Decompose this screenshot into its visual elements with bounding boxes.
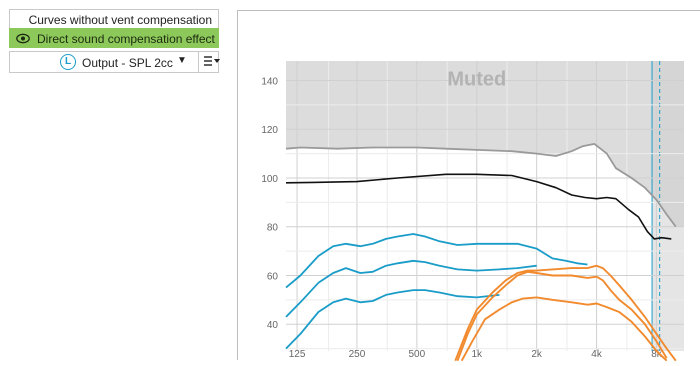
direct-sound-label: Direct sound compensation effect — [37, 32, 215, 46]
x-tick-label: 1k — [471, 349, 483, 360]
curves-without-vent-label: Curves without vent compensation — [28, 13, 212, 27]
options-panel: Curves without vent compensation Direct … — [9, 9, 221, 73]
y-tick-label: 120 — [261, 125, 278, 136]
chevron-down-icon[interactable]: ▼ — [177, 55, 187, 66]
x-tick-label: 500 — [409, 349, 426, 360]
x-tick-label: 2k — [531, 349, 543, 360]
x-tick-label: 125 — [289, 349, 306, 360]
series-black — [285, 173, 672, 240]
eye-icon[interactable] — [16, 33, 30, 44]
divider — [198, 52, 199, 72]
direct-sound-option[interactable]: Direct sound compensation effect — [9, 28, 219, 48]
y-tick-label: 80 — [267, 223, 279, 234]
series-orange_3 — [460, 296, 668, 362]
x-tick-label: 250 — [349, 349, 366, 360]
series-orange_2 — [456, 270, 668, 362]
y-tick-label: 40 — [267, 320, 279, 331]
high-band-shade — [652, 61, 684, 351]
y-tick-label: 60 — [267, 271, 279, 282]
muted-label: Muted — [447, 68, 506, 90]
output-selector[interactable]: L Output - SPL 2cc ▼ — [9, 51, 221, 73]
series-blue_mid — [285, 259, 537, 318]
series-orange_1 — [454, 264, 677, 362]
curves-without-vent-option[interactable]: Curves without vent compensation — [9, 9, 219, 29]
x-tick-label: 8k — [651, 349, 663, 360]
output-label: Output - SPL 2cc — [82, 56, 173, 70]
series-blue_high — [285, 233, 588, 289]
menu-lines-icon[interactable] — [203, 54, 221, 68]
series-blue_low — [285, 289, 500, 350]
y-tick-label: 100 — [261, 174, 278, 185]
x-tick-label: 4k — [591, 349, 603, 360]
y-tick-label: 140 — [261, 76, 278, 87]
muted-region — [286, 61, 684, 227]
series-upper_gray — [285, 143, 677, 228]
spl-chart[interactable]: 140 120 100 80 60 40 125 250 500 1k 2k 4k 8k Muted — [238, 11, 700, 362]
chart-frame: 140 120 100 80 60 40 125 250 500 1k 2k 4k 8k Muted — [237, 10, 700, 362]
left-ear-badge: L — [60, 54, 76, 70]
